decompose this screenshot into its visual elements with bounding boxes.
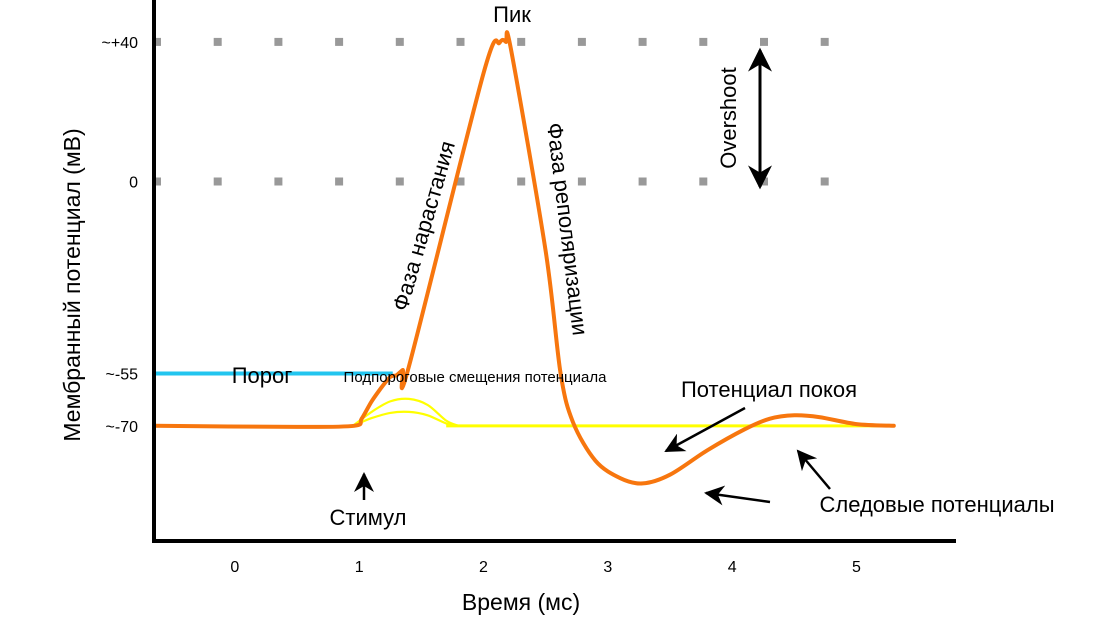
guide-dot <box>699 37 708 46</box>
peak-label: Пик <box>493 2 531 27</box>
stimulus-label: Стимул <box>330 505 407 530</box>
y-axis-title: Мембранный потенциал (мВ) <box>59 128 85 441</box>
y-tick-label: ~+40 <box>102 35 139 52</box>
x-tick-label: 3 <box>603 559 612 576</box>
x-tick-label: 2 <box>479 559 488 576</box>
guide-dot <box>577 37 586 46</box>
guide-dot <box>335 177 344 186</box>
afterpotential-arrow-2 <box>796 449 831 490</box>
guide-dot <box>153 177 161 186</box>
subthreshold-curve <box>351 397 460 427</box>
afterpotential-arrow-1 <box>704 485 771 506</box>
guide-dot <box>577 177 586 186</box>
guide-dot <box>760 37 768 46</box>
guide-dot <box>517 37 526 46</box>
dotted-guides <box>153 37 829 186</box>
afterpotentials-label: Следовые потенциалы <box>819 492 1054 517</box>
threshold-label: Порог <box>232 363 293 388</box>
y-tick-labels: ~+40 0 ~-55 ~-70 <box>102 35 139 436</box>
rising-phase-label: Фаза нарастания <box>388 138 460 314</box>
series-layer <box>152 30 896 486</box>
repolarization-phase-label: Фаза реполяризации <box>542 121 593 337</box>
x-tick-label: 0 <box>230 559 239 576</box>
y-tick-label: ~-70 <box>106 419 139 436</box>
subthreshold-label: Подпороговые смещения потенциала <box>344 369 608 386</box>
guide-dot <box>395 177 404 186</box>
x-tick-label: 4 <box>728 559 737 576</box>
action-potential-curve <box>152 30 896 486</box>
x-tick-label: 1 <box>355 559 364 576</box>
guide-dot <box>213 37 222 46</box>
resting-potential-label: Потенциал покоя <box>681 377 857 402</box>
guide-dot <box>274 37 283 46</box>
guide-dot <box>638 177 647 186</box>
subthreshold-curve <box>351 410 460 427</box>
overshoot-label: Overshoot <box>716 67 741 169</box>
guide-dot <box>153 37 161 46</box>
y-tick-label: ~-55 <box>106 367 139 384</box>
x-tick-label: 5 <box>852 559 861 576</box>
guide-dot <box>274 177 283 186</box>
guide-dot <box>517 177 526 186</box>
guide-dot <box>456 37 465 46</box>
guide-dot <box>820 37 829 46</box>
guide-dot <box>395 37 404 46</box>
subthreshold-label-text: Подпороговые смещения потенциала <box>344 369 608 386</box>
guide-dot <box>335 37 344 46</box>
guide-dot <box>699 177 708 186</box>
y-tick-label: 0 <box>129 175 138 192</box>
guide-dot <box>213 177 222 186</box>
guide-dot <box>638 37 647 46</box>
x-tick-labels: 0 1 2 3 4 5 <box>230 559 861 576</box>
resting-potential-arrow <box>664 406 746 453</box>
guide-dot <box>820 177 829 186</box>
guide-dot <box>456 177 465 186</box>
x-axis-title: Время (мс) <box>462 589 580 615</box>
